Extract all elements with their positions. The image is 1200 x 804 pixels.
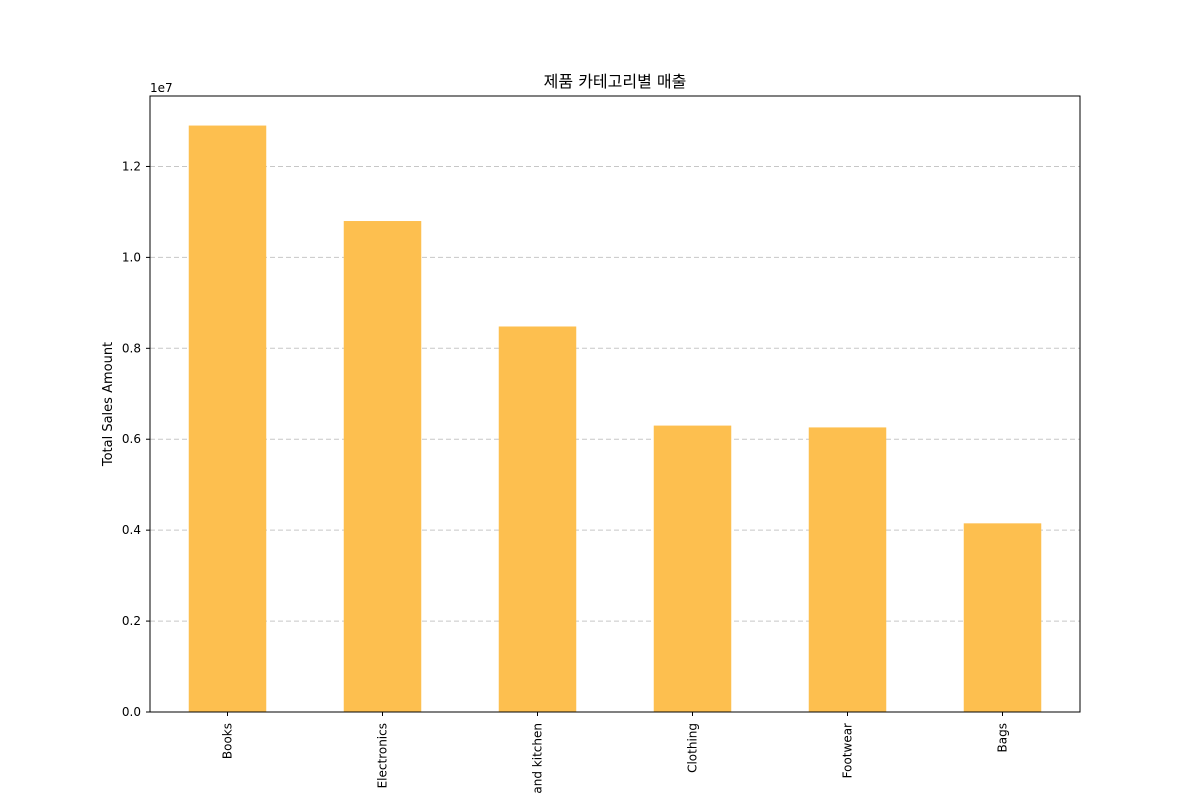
bar-books bbox=[188, 125, 267, 713]
y-tick-label: 0.0 bbox=[122, 705, 141, 719]
y-axis-offset-label: 1e7 bbox=[150, 81, 173, 95]
x-tick-label: and kitchen bbox=[531, 723, 545, 794]
x-tick-label: Bags bbox=[996, 723, 1010, 752]
x-axis-ticks: Books Electronics and kitchen Clothing Footw… bbox=[221, 712, 1010, 794]
y-tick-label: 0.8 bbox=[122, 341, 141, 355]
bar-bags bbox=[963, 523, 1042, 712]
plot-frame bbox=[149, 95, 1081, 713]
y-tick-label: 0.6 bbox=[122, 432, 141, 446]
bar-and-kitchen bbox=[498, 326, 577, 712]
y-tick-label: 1.0 bbox=[122, 250, 141, 264]
x-tick-label: Electronics bbox=[376, 723, 390, 788]
y-tick-label: 0.4 bbox=[122, 523, 141, 537]
y-tick-label: 1.2 bbox=[122, 159, 141, 173]
bar-footwear bbox=[808, 427, 887, 712]
x-tick-label: Books bbox=[221, 723, 235, 759]
x-tick-label: Footwear bbox=[841, 723, 855, 778]
bar-electronics bbox=[343, 221, 422, 713]
y-axis-ticks: 0.0 0.2 0.4 0.6 0.8 1.0 1.2 bbox=[122, 159, 150, 719]
y-tick-label: 0.2 bbox=[122, 614, 141, 628]
x-tick-label: Clothing bbox=[686, 723, 700, 773]
bars bbox=[188, 125, 1042, 713]
y-axis-label: Total Sales Amount bbox=[101, 342, 116, 467]
chart-title: 제품 카테고리별 매출 bbox=[544, 72, 687, 91]
grid-lines bbox=[150, 165, 1080, 622]
bar-clothing bbox=[653, 425, 732, 712]
